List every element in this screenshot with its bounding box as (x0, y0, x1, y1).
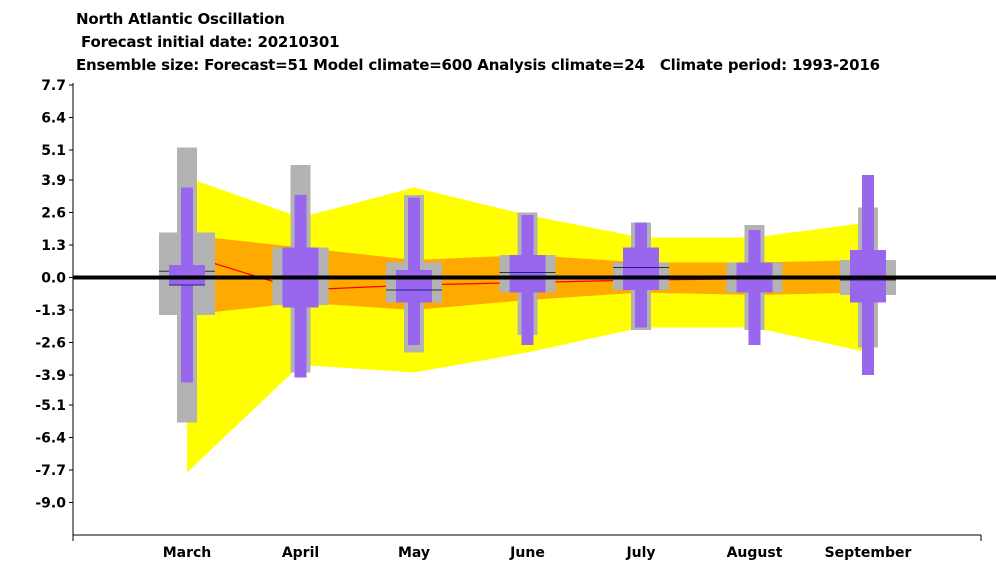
y-tick-label: -6.4 (35, 431, 66, 447)
chart-subtitle-initial-date: Forecast initial date: 20210301 (76, 33, 340, 51)
forecast-box (396, 270, 432, 303)
x-tick-label: September (825, 545, 912, 561)
forecast-box (169, 265, 205, 285)
x-tick-label: April (282, 545, 319, 561)
y-tick-label: -3.9 (35, 368, 66, 384)
y-tick-label: 5.1 (41, 143, 66, 159)
chart-title: North Atlantic Oscillation (76, 10, 285, 28)
y-tick-label: 6.4 (41, 111, 66, 127)
forecast-box (623, 247, 659, 290)
x-tick-label: August (727, 545, 783, 561)
y-tick-label: -9.0 (35, 496, 66, 512)
x-tick-label: May (398, 545, 430, 561)
y-tick-label: -1.3 (35, 303, 66, 319)
y-tick-label: -5.1 (35, 398, 66, 414)
box-group-june (499, 212, 556, 345)
box-group-may (386, 195, 442, 353)
y-tick-label: -7.7 (35, 463, 66, 479)
box-group-march (159, 147, 215, 423)
forecast-box (509, 255, 546, 293)
x-tick-label: March (163, 545, 212, 561)
x-tick-label: June (509, 545, 545, 561)
chart-subtitle-ensemble: Ensemble size: Forecast=51 Model climate… (76, 56, 880, 74)
x-tick-label: July (625, 545, 655, 561)
y-tick-label: -2.6 (35, 336, 66, 352)
y-tick-label: 7.7 (41, 78, 66, 94)
y-tick-label: 0.0 (41, 271, 66, 287)
y-tick-label: 3.9 (41, 173, 66, 189)
axes: 7.7 6.4 5.1 3.9 2.6 1.3 0.0 -1.3 -2.6 -3.9 -5.1 -6.… (35, 78, 996, 561)
box-group-july (613, 222, 669, 330)
y-tick-label: 2.6 (41, 206, 66, 222)
y-tick-label: 1.3 (41, 238, 66, 254)
